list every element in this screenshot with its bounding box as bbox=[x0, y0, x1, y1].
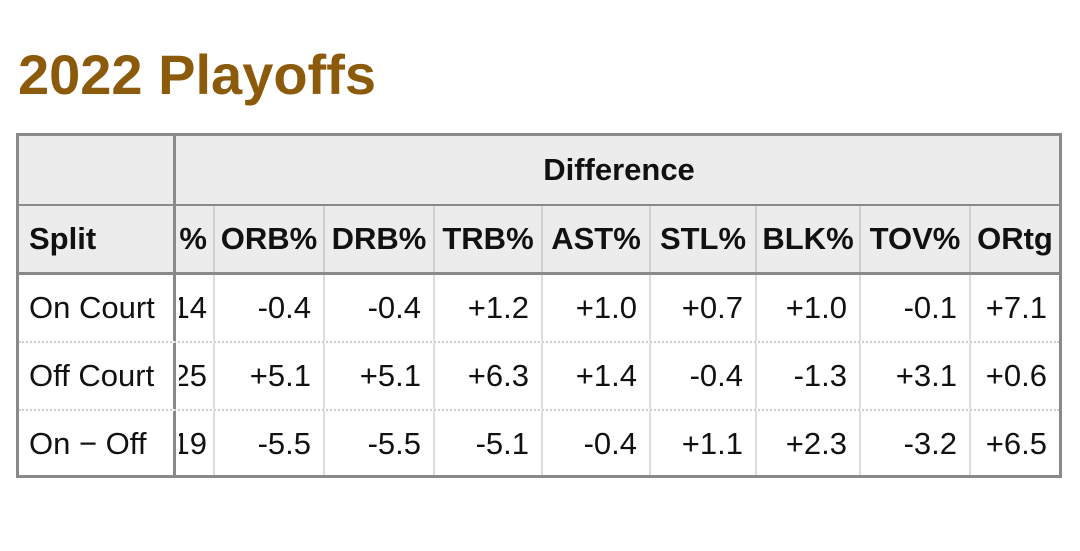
column-header-trb-pct[interactable]: TRB% bbox=[433, 206, 541, 272]
column-header-tov-pct[interactable]: TOV% bbox=[859, 206, 969, 272]
column-header-drb-pct[interactable]: DRB% bbox=[323, 206, 433, 272]
table-cell: -5.1 bbox=[433, 411, 541, 475]
table-header-row: Split % ORB% DRB% TRB% AST% STL% BLK% TO… bbox=[19, 206, 1059, 275]
table-cell: -0.4 bbox=[213, 275, 323, 341]
table-row: On − Off 19 -5.5 -5.5 -5.1 -0.4 +1.1 +2.… bbox=[19, 411, 1059, 475]
table-cell: -0.1 bbox=[859, 275, 969, 341]
column-header-ast-pct[interactable]: AST% bbox=[541, 206, 649, 272]
table-cell: -3.2 bbox=[859, 411, 969, 475]
group-header-difference: Difference bbox=[543, 152, 695, 187]
table-cell: +7.1 bbox=[969, 275, 1059, 341]
table-cell: -0.4 bbox=[323, 275, 433, 341]
table-cell: +6.3 bbox=[433, 343, 541, 409]
table-cell: -5.5 bbox=[323, 411, 433, 475]
table-cell: +0.7 bbox=[649, 275, 755, 341]
table-cell: +2.3 bbox=[755, 411, 859, 475]
stats-table: Difference Split % ORB% DRB% TRB% AST% S… bbox=[16, 133, 1062, 478]
table-row: Off Court 25 +5.1 +5.1 +6.3 +1.4 -0.4 -1… bbox=[19, 343, 1059, 411]
column-header-partial[interactable]: % bbox=[179, 221, 207, 256]
column-header-split[interactable]: Split bbox=[19, 206, 176, 272]
table-cell: -0.4 bbox=[649, 343, 755, 409]
section-title: 2022 Playoffs bbox=[18, 43, 376, 106]
table-cell-partial: 14 bbox=[179, 290, 207, 325]
table-row: On Court 14 -0.4 -0.4 +1.2 +1.0 +0.7 +1.… bbox=[19, 275, 1059, 343]
table-cell: +1.4 bbox=[541, 343, 649, 409]
table-cell: +1.0 bbox=[541, 275, 649, 341]
group-header-blank bbox=[19, 136, 176, 204]
column-header-orb-pct[interactable]: ORB% bbox=[213, 206, 323, 272]
column-header-blk-pct[interactable]: BLK% bbox=[755, 206, 859, 272]
table-cell: +5.1 bbox=[213, 343, 323, 409]
table-cell: +0.6 bbox=[969, 343, 1059, 409]
table-group-header-row: Difference bbox=[19, 136, 1059, 206]
table-cell: +3.1 bbox=[859, 343, 969, 409]
row-label: Off Court bbox=[19, 343, 176, 409]
row-label: On Court bbox=[19, 275, 176, 341]
table-cell: +1.0 bbox=[755, 275, 859, 341]
column-header-ortg[interactable]: ORtg bbox=[969, 206, 1059, 272]
table-cell-partial: 25 bbox=[179, 358, 207, 393]
row-label: On − Off bbox=[19, 411, 176, 475]
table-cell: -1.3 bbox=[755, 343, 859, 409]
table-cell: -0.4 bbox=[541, 411, 649, 475]
table-cell: +5.1 bbox=[323, 343, 433, 409]
table-cell-partial: 19 bbox=[179, 426, 207, 461]
table-cell: +6.5 bbox=[969, 411, 1059, 475]
column-header-stl-pct[interactable]: STL% bbox=[649, 206, 755, 272]
table-cell: +1.1 bbox=[649, 411, 755, 475]
table-cell: +1.2 bbox=[433, 275, 541, 341]
table-cell: -5.5 bbox=[213, 411, 323, 475]
